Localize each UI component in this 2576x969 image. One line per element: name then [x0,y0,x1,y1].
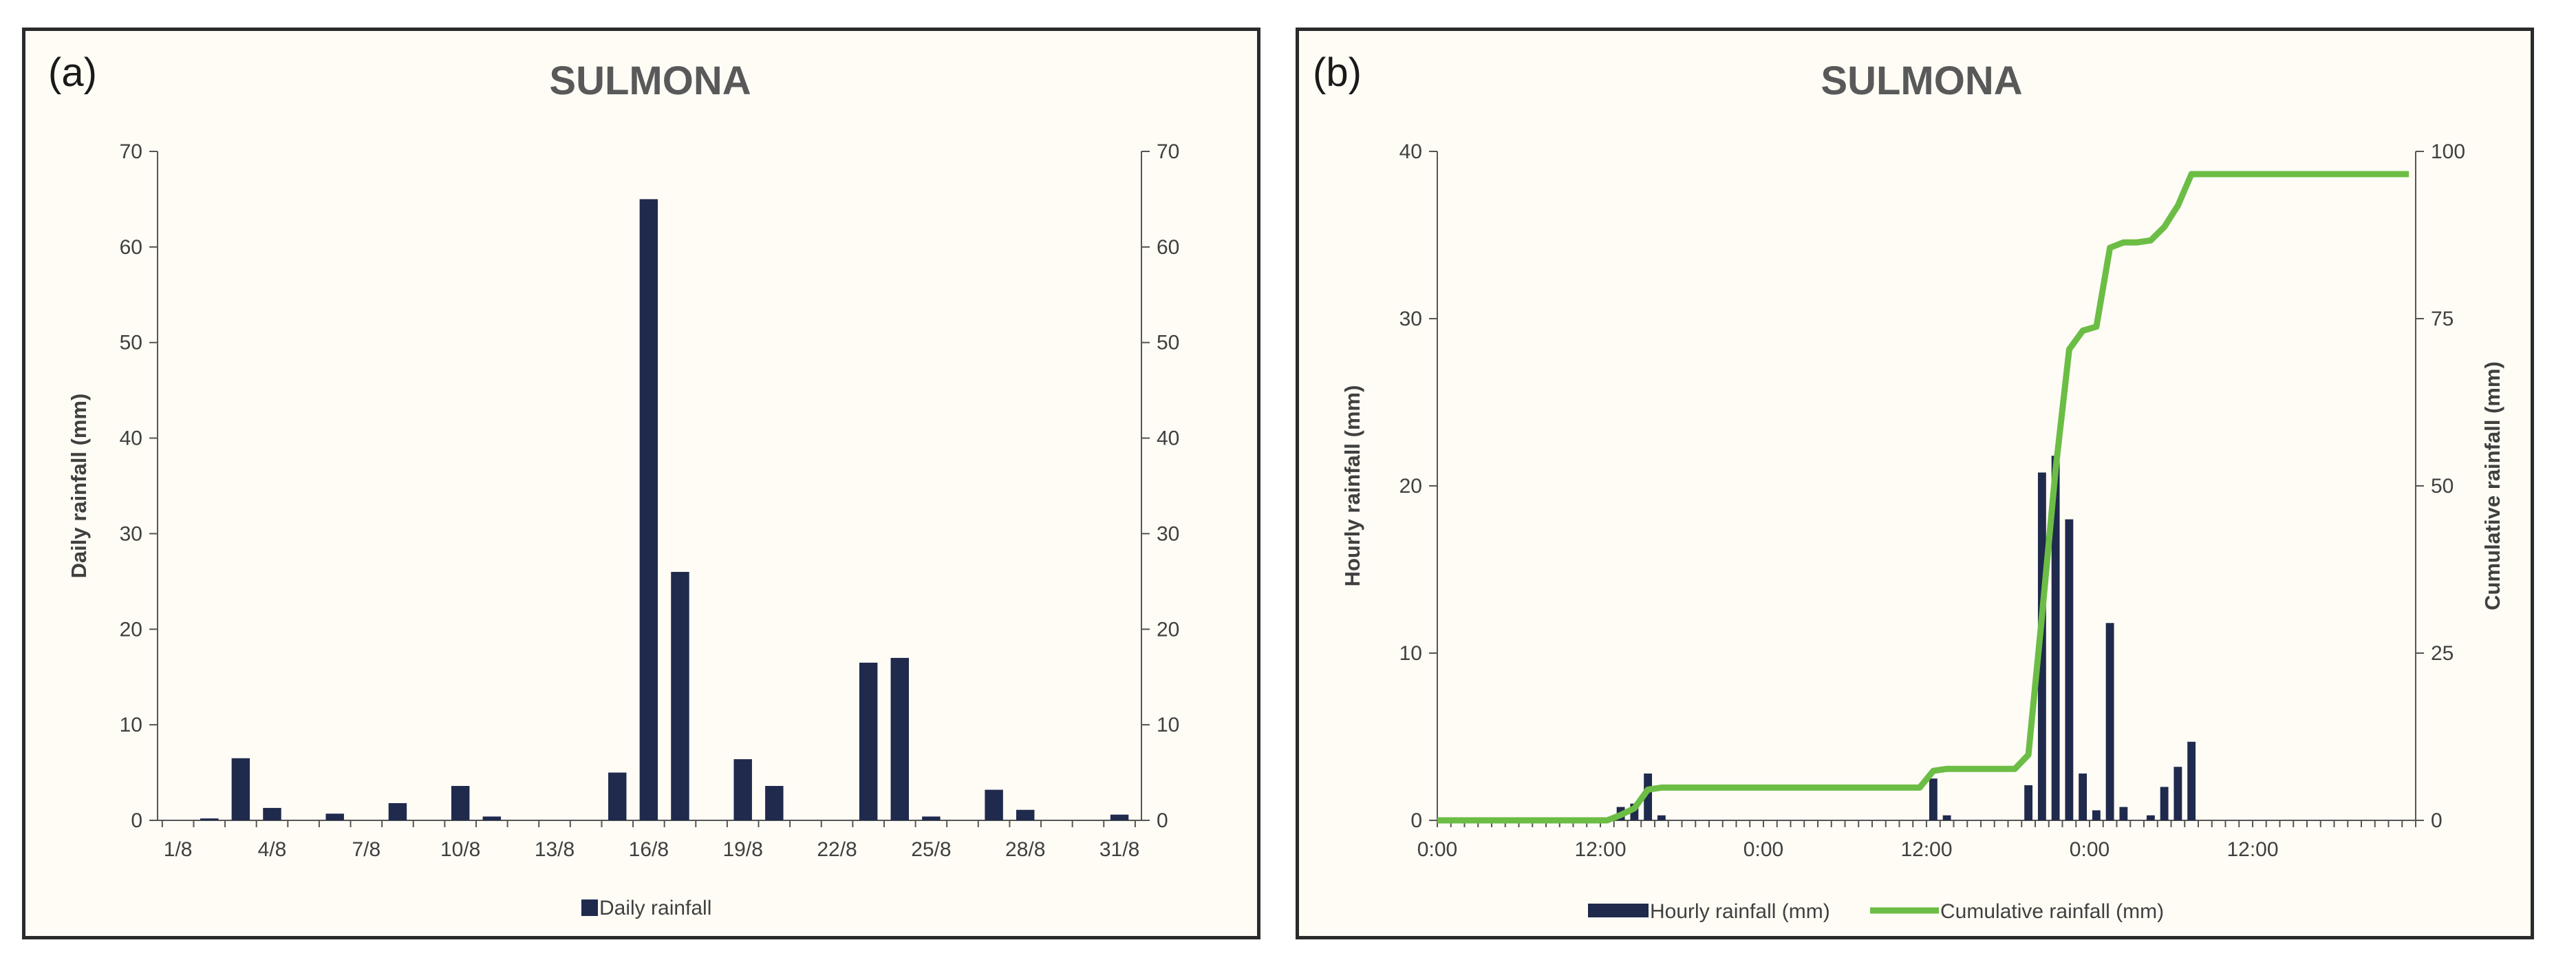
bar [985,789,1003,820]
x-tick-label: 1/8 [164,838,193,861]
x-tick-label: 12:00 [2226,838,2278,861]
y-axis-label: Daily rainfall (mm) [67,394,91,579]
bar [231,758,250,820]
x-tick-label: 12:00 [1900,838,1952,861]
y-tick-label: 60 [120,236,142,259]
x-tick-label: 12:00 [1574,838,1626,861]
bar [451,786,470,820]
bar [2024,785,2033,820]
panel-label: (a) [48,50,97,95]
bar [263,807,281,820]
y-tick-label: 40 [120,427,142,450]
bar [2160,787,2169,820]
bar [2119,807,2128,820]
y-tick-label: 30 [120,522,142,545]
chart-a: (a) SULMONA 0 10 20 30 40 50 60 70 0 10 20 30 40 50 60 70… [48,50,1179,919]
bar [733,759,752,820]
y2-tick-label: 10 [1157,714,1179,736]
x-tick-label: 31/8 [1099,838,1139,861]
x-tick-label: 0:00 [2070,838,2110,861]
y2-tick-label: 100 [2431,140,2465,163]
bar [671,571,689,820]
panel-b: (b) SULMONA 0 10 20 30 40 0 25 50 75 100 0:00 12:00 0:… [1296,28,2534,939]
y-tick-label: 0 [1410,809,1422,832]
x-tick-label: 0:00 [1417,838,1457,861]
bar [1644,773,1653,820]
bar [608,772,627,820]
y-tick-label: 10 [120,714,142,736]
x-tick-label: 19/8 [723,838,763,861]
cumulative-line [1437,171,2409,824]
y2-tick-label: 70 [1157,140,1179,163]
y-tick-label: 30 [1399,308,1422,330]
x-tick-label: 28/8 [1005,838,1045,861]
bar [2092,810,2101,820]
bar [2065,519,2074,820]
y2-tick-label: 20 [1157,618,1179,641]
y2-tick-label: 0 [1157,809,1168,832]
bar [1942,815,1951,820]
bar [388,803,407,820]
legend-label: Daily rainfall [599,897,711,919]
chart-title: SULMONA [1821,58,2022,103]
bar [859,662,878,820]
x-tick-label: 25/8 [911,838,951,861]
y-axis-label: Hourly rainfall (mm) [1340,385,1364,587]
y2-tick-label: 60 [1157,236,1179,259]
y-tick-label: 70 [120,140,142,163]
x-tick-label: 10/8 [440,838,480,861]
panel-label: (b) [1313,50,1362,95]
bar [1110,814,1129,820]
bar [2174,767,2182,820]
bar [2105,623,2114,820]
x-tick-label: 13/8 [535,838,575,861]
y-tick-label: 20 [1399,475,1422,498]
bar [765,786,784,820]
y2-tick-label: 40 [1157,427,1179,450]
y2-axis-label: Cumulative rainfall (mm) [2480,361,2504,610]
y-tick-label: 20 [120,618,142,641]
bar [1630,803,1639,820]
y-tick-label: 0 [131,809,142,832]
y2-tick-label: 50 [1157,332,1179,354]
bar [890,657,909,820]
bar [325,813,344,820]
bar [2146,815,2155,820]
bar [2187,741,2196,820]
x-tick-label: 16/8 [629,838,669,861]
chart-title: SULMONA [549,58,751,103]
y2-tick-label: 75 [2431,308,2454,330]
y-tick-label: 10 [1399,642,1422,665]
legend-label-line: Cumulative rainfall (mm) [1940,900,2164,923]
x-tick-label: 4/8 [258,838,287,861]
bar [1929,778,1938,820]
bar [922,816,941,820]
legend-swatch-bar [1588,904,1649,917]
bar [2051,456,2060,820]
bar [1657,815,1666,820]
chart-b: (b) SULMONA 0 10 20 30 40 0 25 50 75 100 0:00 12:00 0:… [1313,50,2504,923]
bar [2079,773,2087,820]
x-tick-label: 22/8 [817,838,857,861]
bar [482,816,502,820]
y2-tick-label: 30 [1157,522,1179,545]
y-tick-label: 50 [120,332,142,354]
y2-tick-label: 0 [2431,809,2443,832]
x-tick-label: 0:00 [1743,838,1783,861]
y2-tick-label: 50 [2431,475,2454,498]
bar [1016,809,1035,820]
legend-label-bar: Hourly rainfall (mm) [1650,900,1830,923]
y-tick-label: 40 [1399,140,1422,163]
bar [200,818,219,820]
panel-a: (a) SULMONA 0 10 20 30 40 50 60 70 0 10 20 30 40 50 60 70… [22,28,1260,939]
x-tick-label: 7/8 [352,838,380,861]
bar [639,199,658,820]
y2-tick-label: 25 [2431,642,2454,665]
legend-swatch [581,899,598,916]
